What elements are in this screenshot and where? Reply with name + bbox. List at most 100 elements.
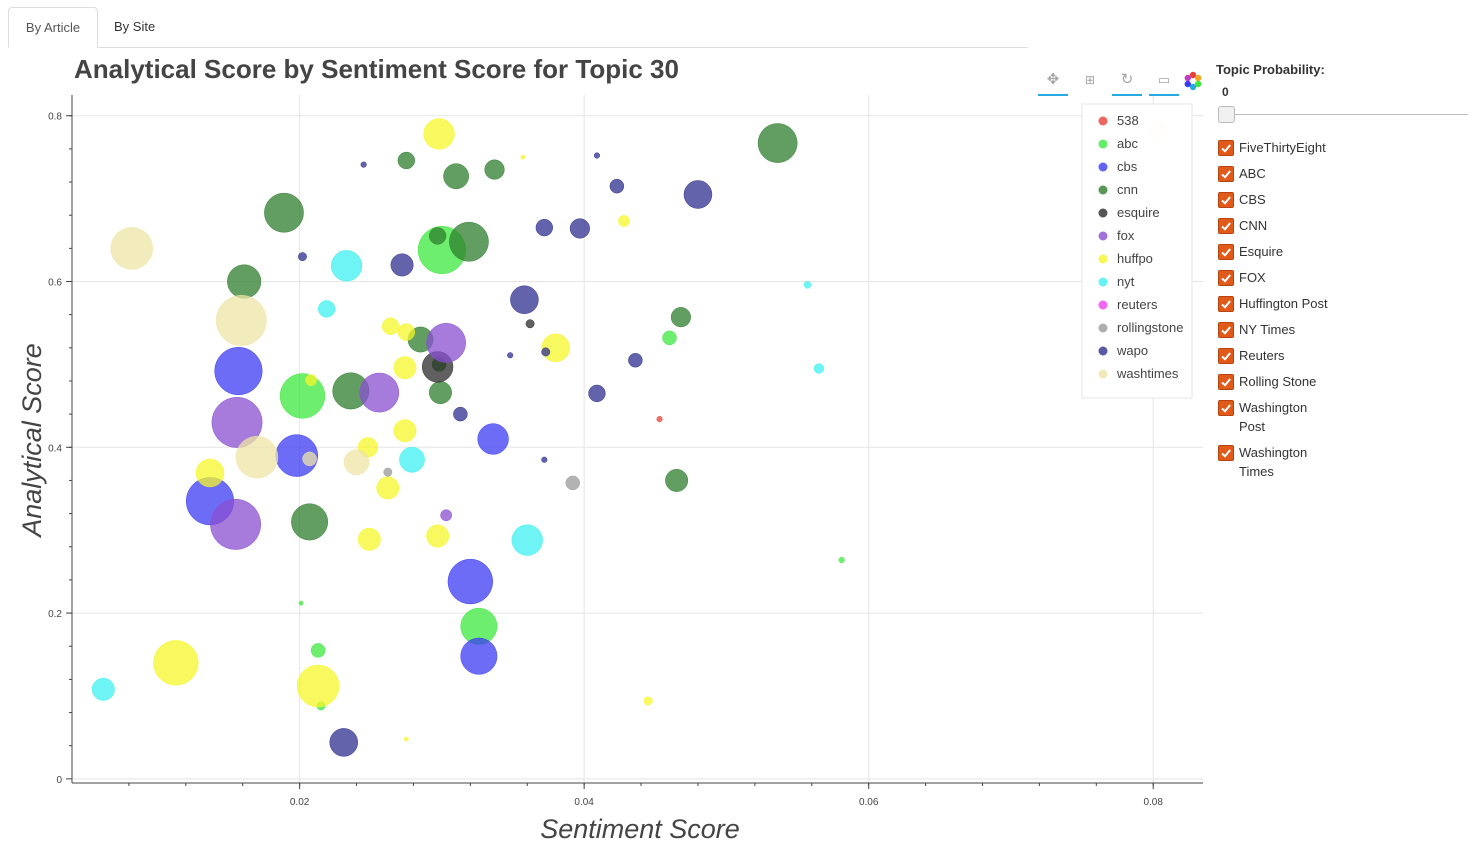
data-point-cbs[interactable] [447,558,493,605]
legend-label-cnn[interactable]: cnn [1117,182,1138,197]
data-point-huffpo[interactable] [618,215,630,227]
legend-label-538[interactable]: 538 [1117,113,1139,128]
data-point-cnn[interactable] [429,381,452,405]
data-point-cnn[interactable] [757,123,798,163]
data-point-huffpo[interactable] [393,356,417,380]
legend-label-washtimes[interactable]: washtimes [1116,366,1179,381]
checkbox-checked-icon[interactable] [1218,270,1234,286]
data-point-abc[interactable] [838,556,845,564]
data-point-huffpo[interactable] [520,154,526,160]
data-point-abc[interactable] [298,600,304,606]
hover-tool-button[interactable]: ▭ [1149,68,1179,96]
data-point-huffpo[interactable] [153,640,199,686]
slider-track[interactable] [1220,114,1468,115]
data-point-huffpo[interactable] [423,118,455,150]
legend-label-fox[interactable]: fox [1117,228,1135,243]
data-point-rollingstone[interactable] [565,475,581,491]
site-checkbox-item[interactable]: Esquire [1218,242,1468,261]
data-point-wapo[interactable] [609,178,625,194]
data-point-huffpo[interactable] [426,524,450,548]
checkbox-checked-icon[interactable] [1218,244,1234,260]
data-point-huffpo[interactable] [296,664,340,708]
data-point-huffpo[interactable] [305,374,317,386]
data-point-huffpo[interactable] [357,527,381,551]
data-point-huffpo[interactable] [393,419,417,443]
data-point-nyt[interactable] [318,300,336,318]
site-checkbox-item[interactable]: Washington Times [1218,443,1468,481]
data-point-cbs[interactable] [460,637,498,675]
site-checkbox-item[interactable]: FiveThirtyEight [1218,138,1468,157]
data-point-huffpo[interactable] [643,696,653,706]
data-point-fox[interactable] [359,372,400,413]
bokeh-logo[interactable] [1179,68,1207,94]
data-point-wapo[interactable] [535,218,553,237]
data-point-cbs[interactable] [214,346,263,396]
checkbox-checked-icon[interactable] [1218,192,1234,208]
legend-label-abc[interactable]: abc [1117,136,1138,151]
data-point-wapo[interactable] [298,252,307,262]
site-checkbox-item[interactable]: CNN [1218,216,1468,235]
reset-tool-button[interactable]: ↻ [1112,68,1142,96]
tab-by-article[interactable]: By Article [8,7,98,48]
data-point-huffpo[interactable] [376,476,400,500]
checkbox-checked-icon[interactable] [1218,166,1234,182]
data-point-huffpo[interactable] [382,317,400,335]
checkbox-checked-icon[interactable] [1218,400,1234,416]
data-point-cnn[interactable] [428,227,447,245]
legend-label-esquire[interactable]: esquire [1117,205,1160,220]
data-point-huffpo[interactable] [403,736,409,742]
checkbox-checked-icon[interactable] [1218,445,1234,461]
data-point-cnn[interactable] [449,221,489,262]
data-point-wapo[interactable] [360,161,367,168]
checkbox-checked-icon[interactable] [1218,322,1234,338]
data-point-nyt[interactable] [330,250,363,282]
data-point-cnn[interactable] [397,151,415,170]
site-checkbox-item[interactable]: Washington Post [1218,398,1468,436]
data-point-huffpo[interactable] [397,323,415,341]
data-point-fox[interactable] [440,509,453,522]
pan-tool-button[interactable]: ✥ [1038,68,1068,96]
site-checkbox-item[interactable]: NY Times [1218,320,1468,339]
data-point-cnn[interactable] [665,468,689,492]
data-point-washtimes[interactable] [343,449,370,476]
data-point-wapo[interactable] [593,152,601,159]
data-point-washtimes[interactable] [302,451,317,467]
data-point-wapo[interactable] [628,353,643,368]
data-point-nyt[interactable] [399,446,425,473]
checkbox-checked-icon[interactable] [1218,374,1234,390]
data-point-nyt[interactable] [91,677,115,701]
data-point-wapo[interactable] [453,406,468,422]
data-point-washtimes[interactable] [215,295,267,346]
data-point-fox[interactable] [211,396,263,448]
data-point-nyt[interactable] [511,524,543,556]
data-point-nyt[interactable] [803,281,812,289]
data-point-washtimes[interactable] [110,227,154,270]
legend-label-wapo[interactable]: wapo [1116,343,1148,358]
checkbox-checked-icon[interactable] [1218,140,1234,156]
data-point-cbs[interactable] [477,423,509,455]
data-point-cnn[interactable] [484,159,505,180]
data-point-wapo[interactable] [569,218,590,239]
legend-label-rollingstone[interactable]: rollingstone [1117,320,1184,335]
tab-by-site[interactable]: By Site [114,19,156,34]
data-point-wapo[interactable] [683,180,713,209]
data-point-cnn[interactable] [291,503,329,541]
checkbox-checked-icon[interactable] [1218,348,1234,364]
site-checkbox-item[interactable]: CBS [1218,190,1468,209]
data-point-wapo[interactable] [588,384,606,403]
site-checkbox-item[interactable]: Rolling Stone [1218,372,1468,391]
data-point-abc[interactable] [279,373,326,419]
legend-label-nyt[interactable]: nyt [1117,274,1135,289]
legend-label-cbs[interactable]: cbs [1117,159,1138,174]
data-point-rollingstone[interactable] [383,467,393,477]
box-zoom-tool-button[interactable]: ⊞ [1075,68,1105,94]
data-point-abc[interactable] [310,643,326,658]
data-point-esquire[interactable] [525,319,535,329]
data-point-cnn[interactable] [443,163,469,190]
checkbox-checked-icon[interactable] [1218,218,1234,234]
data-point-cnn[interactable] [670,307,691,328]
data-point-fox[interactable] [426,322,467,363]
data-point-wapo[interactable] [507,352,514,359]
data-point-wapo[interactable] [510,285,539,314]
data-point-abc[interactable] [662,330,677,346]
